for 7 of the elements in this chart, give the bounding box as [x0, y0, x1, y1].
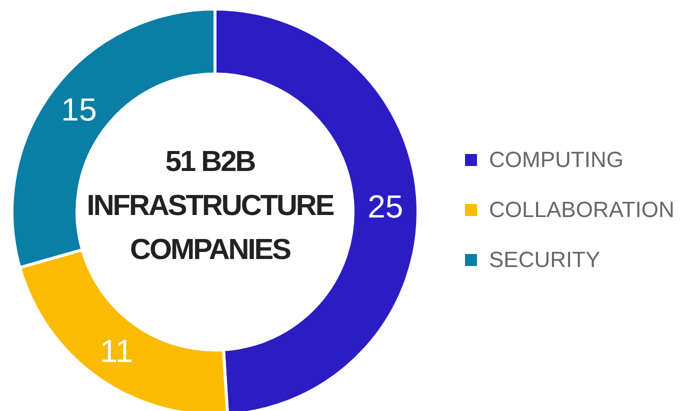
legend-label: COLLABORATION — [489, 197, 674, 223]
legend-label: COMPUTING — [489, 147, 624, 173]
text: 51 B2B INFRASTRUCTURE COMPANIES — [86, 145, 335, 268]
data-label: 15 — [61, 91, 97, 128]
data-label: 25 — [368, 188, 404, 225]
data-label: 11 — [100, 333, 134, 370]
legend-label: SECURITY — [489, 247, 600, 273]
